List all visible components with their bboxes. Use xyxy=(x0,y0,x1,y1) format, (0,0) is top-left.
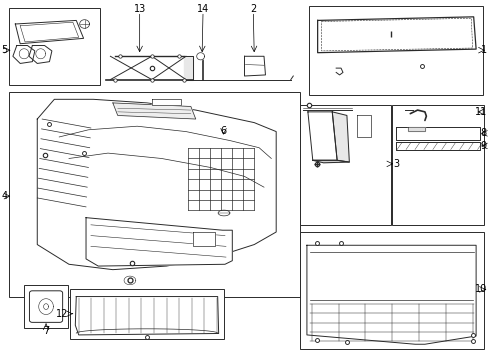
Polygon shape xyxy=(75,297,218,335)
Polygon shape xyxy=(13,45,35,63)
Polygon shape xyxy=(312,160,348,163)
Polygon shape xyxy=(331,112,348,162)
Text: 9: 9 xyxy=(480,141,486,151)
Text: 4: 4 xyxy=(1,191,7,201)
Bar xyxy=(299,231,483,349)
Polygon shape xyxy=(407,127,424,131)
Text: 10: 10 xyxy=(474,284,486,294)
Text: 14: 14 xyxy=(197,4,209,14)
Polygon shape xyxy=(29,45,52,63)
Bar xyxy=(182,135,264,218)
Polygon shape xyxy=(183,56,193,80)
Polygon shape xyxy=(317,17,475,53)
Bar xyxy=(299,105,390,225)
Bar xyxy=(24,285,68,328)
Text: 12: 12 xyxy=(56,309,68,319)
Bar xyxy=(9,8,100,85)
Polygon shape xyxy=(395,142,479,149)
Text: 13: 13 xyxy=(133,4,145,14)
Polygon shape xyxy=(395,127,479,140)
Bar xyxy=(70,289,224,338)
Polygon shape xyxy=(196,53,204,60)
Text: 7: 7 xyxy=(43,326,49,336)
Text: 6: 6 xyxy=(220,126,226,135)
Bar xyxy=(309,6,483,95)
Text: 1: 1 xyxy=(480,45,487,55)
Bar xyxy=(9,92,299,297)
Polygon shape xyxy=(113,103,195,119)
Bar xyxy=(391,105,483,225)
Text: 11: 11 xyxy=(474,107,486,117)
Polygon shape xyxy=(244,56,265,76)
Text: 8: 8 xyxy=(480,129,486,138)
FancyBboxPatch shape xyxy=(29,291,62,322)
Polygon shape xyxy=(306,245,475,344)
Text: 2: 2 xyxy=(250,4,256,14)
Text: 3: 3 xyxy=(392,159,399,169)
Text: 5: 5 xyxy=(1,45,7,55)
Polygon shape xyxy=(15,21,83,44)
Polygon shape xyxy=(37,99,276,270)
Polygon shape xyxy=(86,218,232,266)
Polygon shape xyxy=(152,99,181,105)
Polygon shape xyxy=(307,112,336,160)
Polygon shape xyxy=(193,232,215,246)
